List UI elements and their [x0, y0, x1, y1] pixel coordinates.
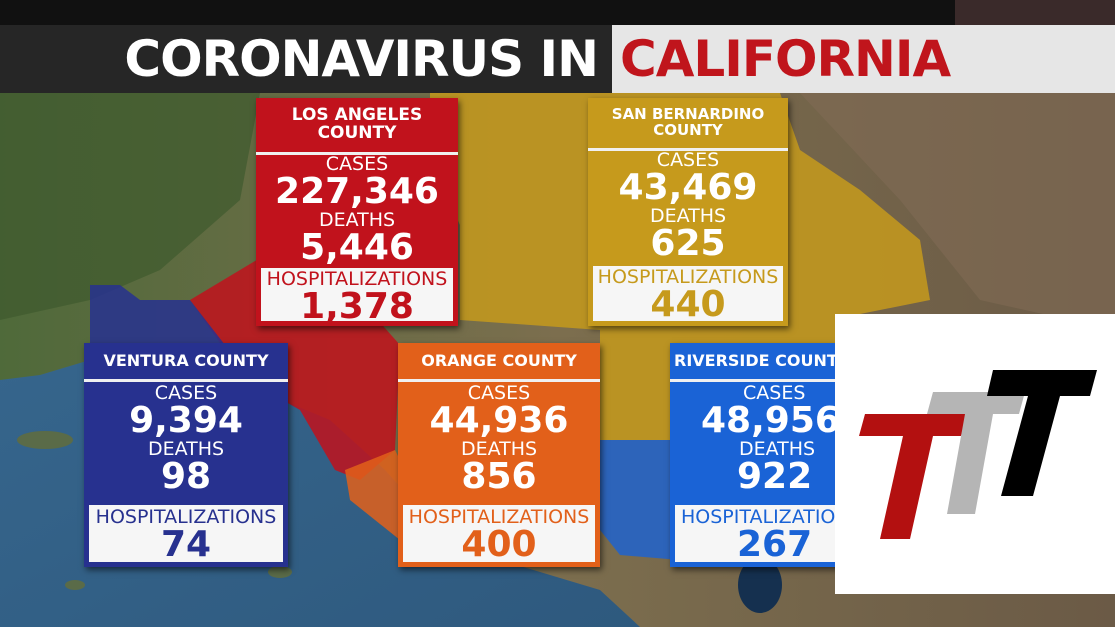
hospitalizations-label: HOSPITALIZATIONS [597, 266, 779, 288]
island-3 [65, 580, 85, 590]
orange-region [345, 450, 405, 540]
county-card-san-bernardino: SAN BERNARDINO COUNTY CASES 43,469 DEATH… [588, 98, 788, 326]
hospitalizations-label: HOSPITALIZATIONS [681, 506, 862, 528]
cases-value: 48,956 [701, 400, 840, 441]
cases-label: CASES [325, 153, 389, 175]
county-name: SAN BERNARDINO COUNTY [588, 98, 788, 151]
county-card-ventura: VENTURA COUNTY CASES 9,394 DEATHS 98 HOS… [84, 343, 288, 567]
county-name: LOS ANGELES COUNTY [256, 98, 458, 155]
deaths-value: 5,446 [300, 227, 414, 268]
deaths-label: DEATHS [318, 209, 396, 231]
cases-value: 44,936 [429, 400, 569, 441]
terrain-shade-east [800, 93, 1115, 330]
terrain-shade [0, 93, 260, 320]
top-strip-right [955, 0, 1115, 25]
deaths-label: DEATHS [147, 438, 225, 460]
cases-label: CASES [467, 382, 531, 404]
cases-value: 9,394 [129, 400, 243, 441]
deaths-label: DEATHS [460, 438, 538, 460]
hospitalizations-label: HOSPITALIZATIONS [266, 268, 448, 290]
logo-panel [835, 314, 1115, 594]
deaths-label: DEATHS [649, 205, 727, 227]
title-right-panel: CALIFORNIA [612, 25, 1115, 93]
riverside-region [600, 440, 680, 560]
cases-value: 43,469 [618, 167, 758, 208]
hospitalizations-value: 400 [461, 524, 537, 563]
hospitalizations-value: 267 [737, 524, 813, 563]
county-card-orange: ORANGE COUNTY CASES 44,936 DEATHS 856 HO… [398, 343, 600, 567]
title-left-panel: CORONAVIRUS IN [0, 25, 612, 93]
hospitalizations-value: 1,378 [300, 286, 414, 322]
island-2 [268, 566, 292, 578]
deaths-value: 856 [461, 456, 537, 497]
county-name: ORANGE COUNTY [398, 343, 600, 382]
hospitalizations-label: HOSPITALIZATIONS [408, 506, 590, 528]
ventura-region [90, 285, 225, 360]
ttt-logo-icon [859, 370, 1097, 539]
cases-label: CASES [154, 382, 218, 404]
deaths-value: 922 [737, 456, 813, 497]
county-name: VENTURA COUNTY [84, 343, 288, 382]
cases-label: CASES [656, 149, 720, 171]
title-part-2: CALIFORNIA [620, 30, 951, 88]
island-1 [17, 431, 73, 449]
hospitalizations-label: HOSPITALIZATIONS [95, 506, 277, 528]
hospitalizations-value: 440 [650, 284, 726, 322]
county-card-los-angeles: LOS ANGELES COUNTY CASES 227,346 DEATHS … [256, 98, 458, 326]
cases-label: CASES [743, 382, 806, 404]
top-strip [0, 0, 1115, 25]
title-part-1: CORONAVIRUS IN [124, 30, 599, 88]
deaths-value: 98 [160, 456, 212, 497]
title-bar: CORONAVIRUS IN CALIFORNIA [0, 0, 1115, 93]
hospitalizations-value: 74 [160, 524, 212, 563]
deaths-label: DEATHS [739, 438, 816, 460]
lake [738, 557, 782, 613]
deaths-value: 625 [650, 223, 726, 264]
cases-value: 227,346 [275, 171, 439, 212]
